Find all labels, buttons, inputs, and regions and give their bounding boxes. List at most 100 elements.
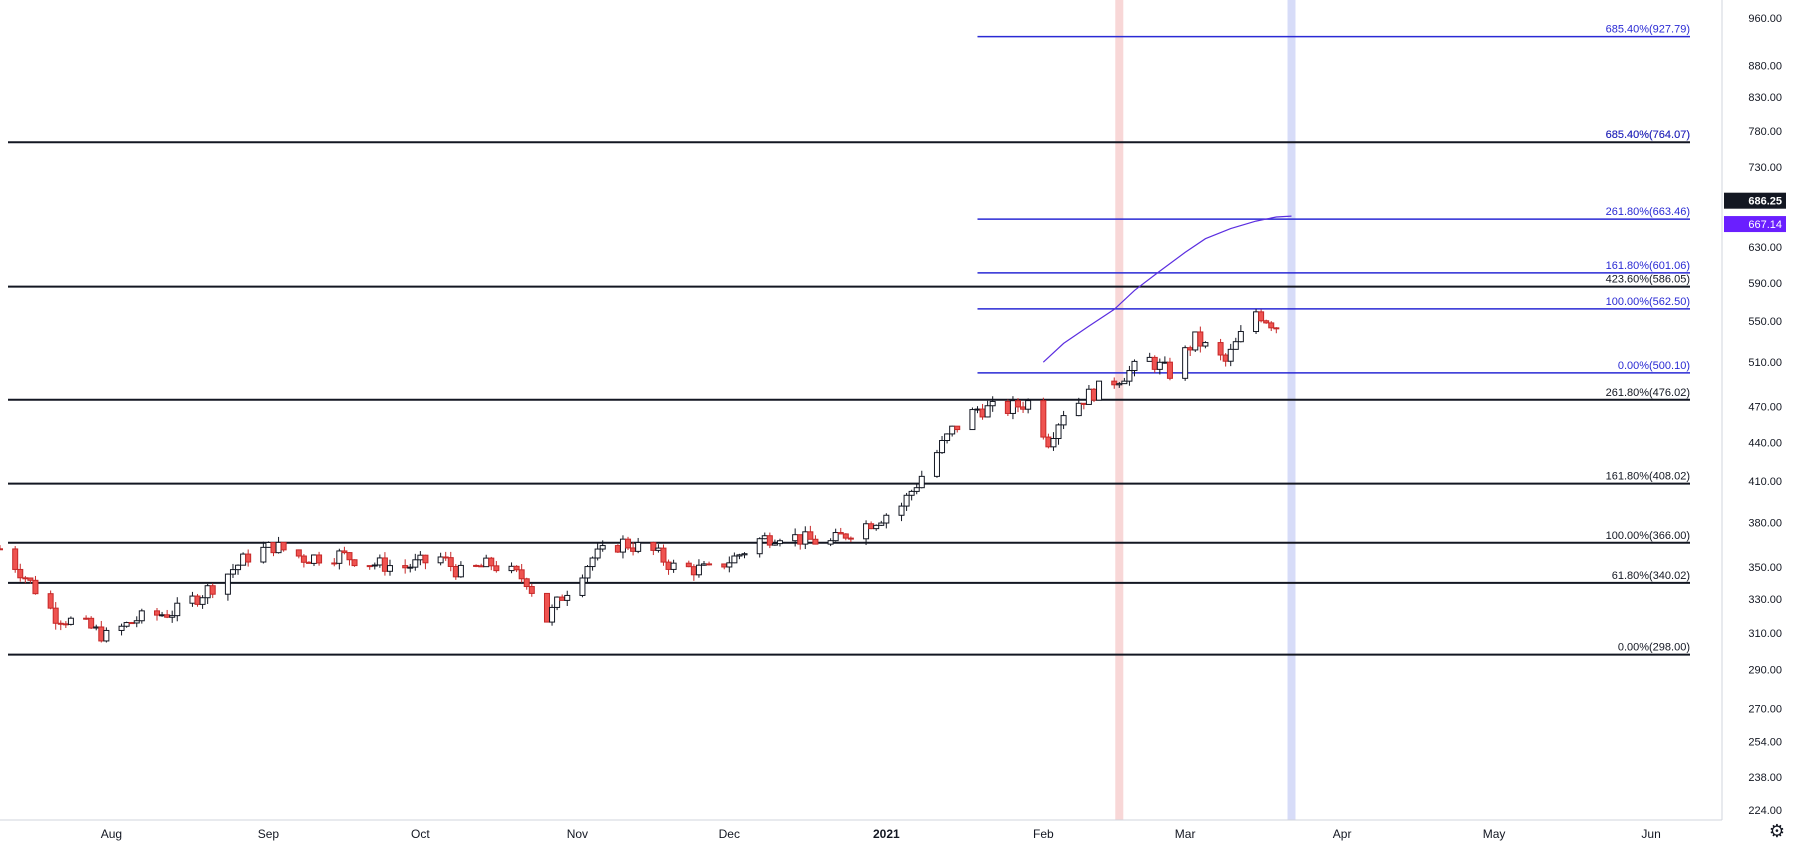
- candle-up: [695, 564, 702, 576]
- time-tick-label: Aug: [101, 827, 122, 841]
- candle-down: [1090, 388, 1097, 401]
- candle-up: [549, 606, 556, 623]
- candle-up: [199, 597, 206, 605]
- candle-up: [700, 563, 707, 566]
- candle-up: [589, 557, 596, 568]
- candle-up: [756, 538, 763, 555]
- candle-up: [138, 610, 145, 622]
- time-tick-label: Dec: [719, 827, 740, 841]
- candle-up: [376, 557, 383, 566]
- candle-down: [88, 617, 95, 629]
- last-price-label: 686.25: [1748, 196, 1782, 208]
- candle-up: [1121, 380, 1128, 385]
- candle-down: [1222, 354, 1229, 362]
- candle-down: [1004, 400, 1011, 414]
- candle-up: [873, 524, 880, 530]
- candle-up: [832, 532, 839, 542]
- candle-down: [280, 541, 287, 551]
- time-tick-label: May: [1483, 827, 1506, 841]
- candle-down: [194, 595, 201, 605]
- candle-down: [1273, 327, 1280, 330]
- candle-down: [27, 577, 34, 581]
- candle-up: [933, 452, 940, 477]
- candle-up: [407, 566, 414, 569]
- candle-up: [1050, 438, 1057, 448]
- gear-icon[interactable]: ⚙: [1768, 821, 1786, 842]
- candle-up: [371, 564, 378, 567]
- candle-up: [771, 543, 778, 546]
- fib-label-blue: 685.40%(927.79): [1606, 24, 1690, 36]
- price-tick-label: 590.00: [1748, 278, 1782, 290]
- candle-down: [305, 561, 312, 564]
- price-tick-label: 550.00: [1748, 316, 1782, 328]
- candle-down: [83, 617, 90, 620]
- fib-label-blue: 161.80%(601.06): [1606, 260, 1690, 272]
- price-tick-label: 330.00: [1748, 594, 1782, 606]
- candle-up: [792, 534, 799, 542]
- candle-up: [1096, 380, 1103, 401]
- candle-up: [412, 559, 419, 568]
- candle-up: [989, 400, 996, 407]
- candle-down: [650, 542, 657, 551]
- fib-label-black: 685.40%(764.07): [1606, 129, 1690, 141]
- candle-up: [1182, 347, 1189, 379]
- fib-label-black: 161.80%(408.02): [1606, 471, 1690, 483]
- price-tick-label: 830.00: [1748, 92, 1782, 104]
- time-tick-label: Sep: [258, 827, 280, 841]
- candle-down: [543, 592, 550, 623]
- fib-label-black: 261.80%(476.02): [1606, 387, 1690, 399]
- candle-down: [721, 563, 728, 568]
- candle-down: [128, 622, 135, 625]
- candle-up: [159, 614, 166, 617]
- candle-down: [812, 538, 819, 545]
- candle-down: [402, 565, 409, 569]
- candle-down: [979, 408, 986, 418]
- candle-up: [483, 557, 490, 568]
- time-tick-label: 2021: [873, 827, 900, 841]
- candle-down: [346, 552, 353, 561]
- candle-down: [154, 610, 161, 616]
- candle-up: [1131, 360, 1138, 372]
- price-tick-label: 270.00: [1748, 703, 1782, 715]
- candle-up: [1253, 311, 1260, 333]
- candle-down: [381, 557, 388, 572]
- candle-down: [473, 564, 480, 567]
- candle-up: [619, 538, 626, 553]
- candle-down: [164, 614, 171, 618]
- candle-up: [1009, 400, 1016, 414]
- candle-up: [1161, 361, 1168, 364]
- candle-down: [685, 562, 692, 568]
- price-tick-label: 410.00: [1748, 476, 1782, 488]
- candle-up: [133, 620, 140, 624]
- candle-up: [670, 562, 677, 570]
- candle-down: [316, 554, 323, 564]
- candle-up: [944, 433, 951, 442]
- candle-down: [1040, 400, 1047, 438]
- price-tick-label: 254.00: [1748, 737, 1782, 749]
- candle-down: [1045, 436, 1052, 448]
- candle-down: [17, 568, 24, 579]
- candle-up: [1116, 383, 1123, 386]
- candle-up: [913, 487, 920, 492]
- candle-down: [442, 556, 449, 559]
- candle-down: [1080, 402, 1087, 405]
- candle-up: [949, 425, 956, 435]
- candle-up: [123, 622, 130, 627]
- candle-down: [245, 553, 252, 563]
- price-tick-label: 780.00: [1748, 126, 1782, 138]
- ma-value-label: 667.14: [1748, 219, 1782, 231]
- fib-label-black: 61.80%(340.02): [1612, 570, 1690, 582]
- candle-down: [1258, 311, 1265, 322]
- candle-up: [169, 615, 176, 618]
- candle-down: [665, 561, 672, 570]
- candle-up: [265, 542, 272, 548]
- candle-down: [559, 596, 566, 601]
- candle-down: [12, 548, 19, 570]
- candle-up: [67, 617, 74, 625]
- candle-down: [528, 586, 535, 594]
- candle-up: [240, 553, 247, 566]
- candle-up: [1202, 342, 1209, 347]
- candle-down: [209, 585, 216, 595]
